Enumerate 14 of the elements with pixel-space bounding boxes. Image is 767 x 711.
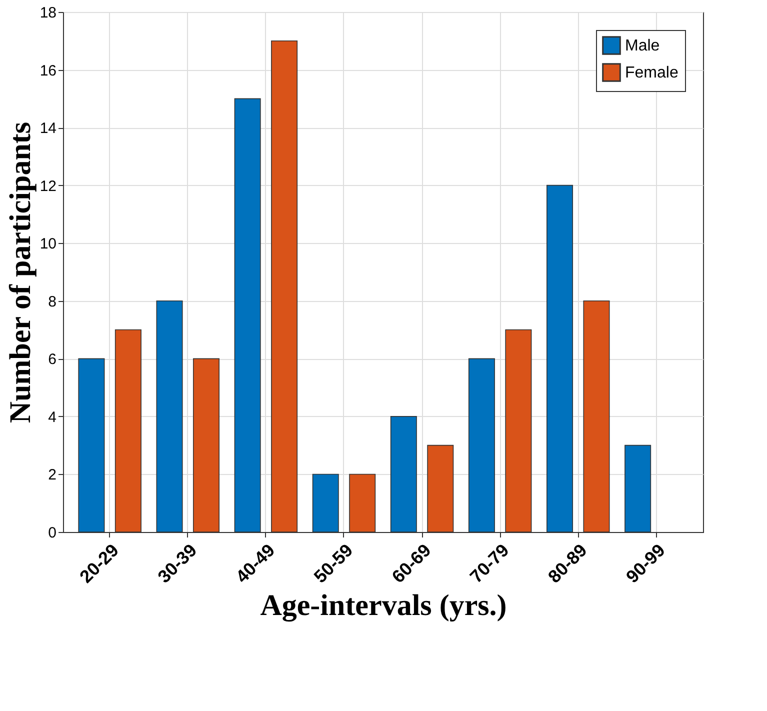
y-tick-label: 18 bbox=[40, 4, 56, 22]
y-tick-label: 4 bbox=[48, 408, 56, 426]
y-tick-label: 16 bbox=[40, 62, 56, 80]
x-axis-title: Age-intervals (yrs.) bbox=[260, 588, 507, 622]
y-tick-label: 12 bbox=[40, 178, 56, 195]
legend-label: Male bbox=[625, 38, 660, 54]
y-tick-label: 6 bbox=[48, 351, 56, 368]
y-tick-label: 0 bbox=[48, 524, 56, 542]
y-tick-label: 10 bbox=[40, 236, 56, 253]
y-tick-label: 8 bbox=[48, 293, 56, 310]
legend-label: Female bbox=[625, 64, 678, 82]
y-tick-label: 14 bbox=[40, 120, 56, 138]
y-axis-title: Number of participants bbox=[4, 122, 37, 424]
y-tick-label: 2 bbox=[48, 466, 56, 484]
